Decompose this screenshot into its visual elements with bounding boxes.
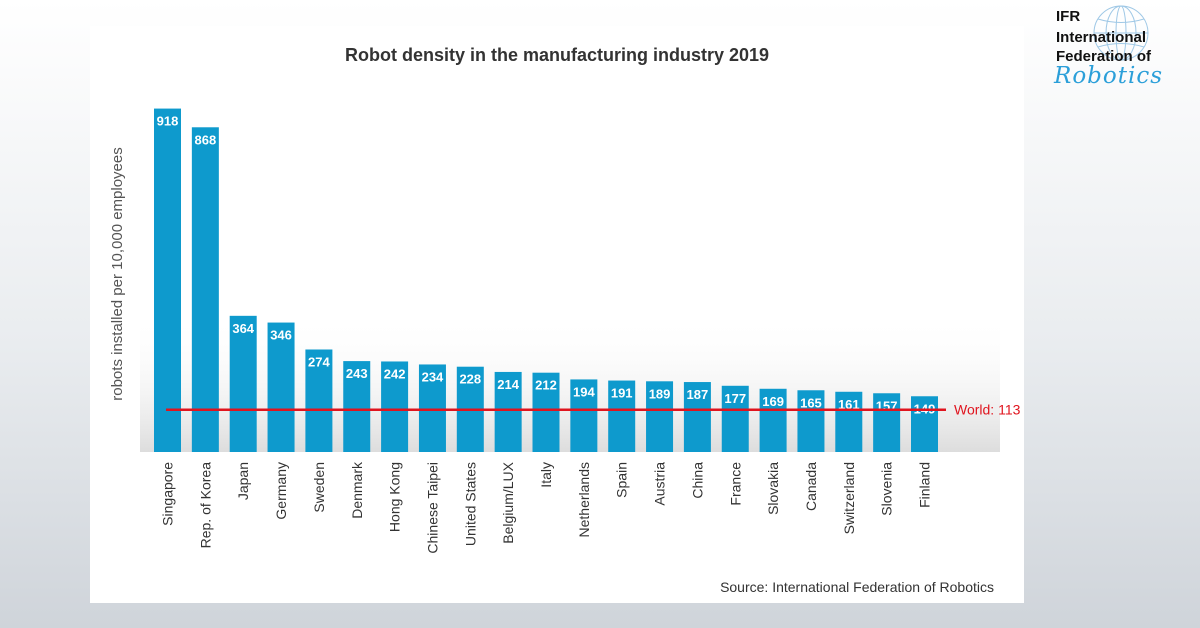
bar-value-label: 177 <box>724 391 746 406</box>
bar <box>683 382 711 452</box>
bar-value-label: 194 <box>573 384 595 399</box>
x-tick-label: United States <box>462 462 478 546</box>
bar <box>418 364 446 452</box>
bar-value-label: 234 <box>422 369 444 384</box>
source-note: Source: International Federation of Robo… <box>720 579 994 595</box>
bar <box>267 322 295 452</box>
bar <box>759 388 787 452</box>
ifr-logo: IFR International Federation of Robotics <box>1052 4 1192 94</box>
x-tick-label: Slovakia <box>765 462 781 515</box>
x-tick-label: Slovenia <box>879 462 895 516</box>
logo-line-4: Robotics <box>1054 63 1164 89</box>
bar-value-label: 346 <box>270 328 292 343</box>
bar <box>873 393 901 452</box>
bar <box>305 349 333 452</box>
x-tick-label: Germany <box>273 462 289 520</box>
bar <box>835 391 863 452</box>
x-tick-label: Rep. of Korea <box>197 462 213 549</box>
x-tick-label: Japan <box>235 462 251 500</box>
logo-line-3: Federation of <box>1056 48 1152 65</box>
globe-icon <box>1093 5 1149 61</box>
bar-value-label: 243 <box>346 366 368 381</box>
x-tick-label: Hong Kong <box>387 462 403 532</box>
bar-value-label: 187 <box>687 387 709 402</box>
bar <box>797 390 825 452</box>
x-tick-label: Canada <box>803 462 819 511</box>
bar <box>532 372 560 452</box>
logo-line-2: International <box>1056 29 1147 46</box>
bar-value-label: 918 <box>157 114 179 129</box>
y-axis-label: robots installed per 10,000 employees <box>109 147 126 401</box>
x-tick-label: France <box>727 462 743 506</box>
bar-value-label: 364 <box>232 321 254 336</box>
bar-value-label: 214 <box>497 377 519 392</box>
chart-panel: Robot density in the manufacturing indus… <box>90 26 1024 603</box>
bar <box>608 380 636 452</box>
bar-value-label: 212 <box>535 378 557 393</box>
bar-value-label: 191 <box>611 386 633 401</box>
bar <box>343 361 371 452</box>
bar <box>570 379 598 452</box>
x-tick-label: Singapore <box>160 462 176 526</box>
bar-value-label: 228 <box>459 372 481 387</box>
bar-value-label: 157 <box>876 398 898 413</box>
bar <box>154 108 181 452</box>
x-tick-label: Austria <box>652 462 668 506</box>
bar-value-label: 868 <box>194 132 216 147</box>
bar <box>381 361 409 452</box>
bar <box>191 127 219 453</box>
x-tick-label: Chinese Taipei <box>424 462 440 554</box>
bar-value-label: 161 <box>838 397 860 412</box>
x-tick-label: Sweden <box>311 462 327 513</box>
world-average-label: World: 113 <box>954 402 1021 418</box>
bar-value-label: 165 <box>800 395 822 410</box>
bar-value-label: 189 <box>649 386 671 401</box>
bar <box>646 381 674 452</box>
x-tick-label: Switzerland <box>841 462 857 534</box>
bar <box>494 371 522 452</box>
x-tick-label: China <box>689 462 705 499</box>
bar <box>911 396 938 452</box>
x-tick-label: Netherlands <box>576 462 592 538</box>
bar-value-label: 242 <box>384 366 406 381</box>
bar <box>721 385 749 452</box>
bar-chart: Robot density in the manufacturing indus… <box>109 45 1021 595</box>
bar-value-label: 274 <box>308 354 330 369</box>
x-tick-label: Denmark <box>349 461 365 519</box>
chart-title: Robot density in the manufacturing indus… <box>345 45 769 65</box>
x-tick-label: Belgium/LUX <box>500 461 516 543</box>
bar <box>229 315 257 452</box>
x-tick-label: Italy <box>538 462 554 488</box>
bar-value-label: 169 <box>762 394 784 409</box>
x-tick-label: Spain <box>614 462 630 498</box>
x-tick-label: Finland <box>917 462 933 508</box>
logo-line-1: IFR <box>1056 8 1081 25</box>
